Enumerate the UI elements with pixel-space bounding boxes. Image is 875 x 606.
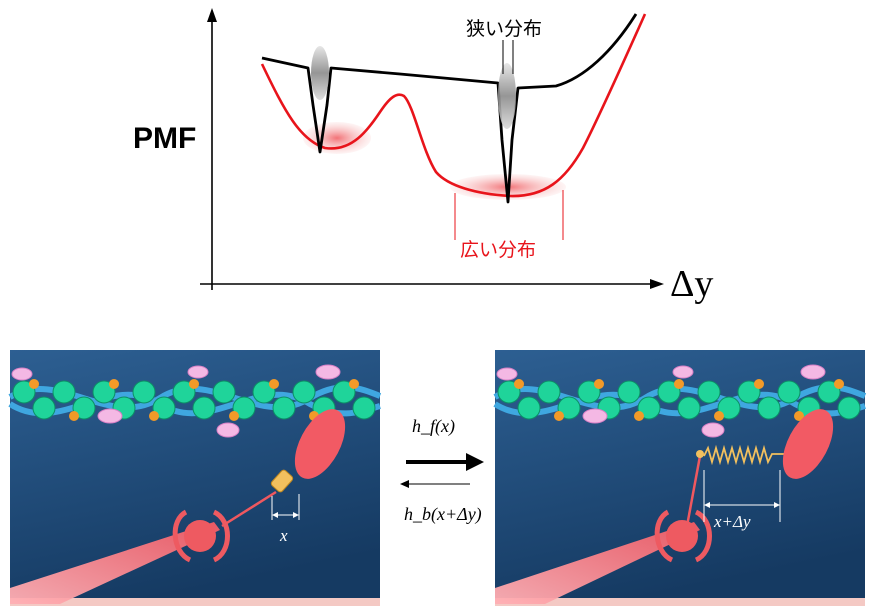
right-panel — [493, 350, 867, 606]
left-narrow-blob — [311, 46, 329, 100]
left-myosin — [10, 409, 346, 604]
right-narrow-blob — [498, 63, 516, 129]
spring — [703, 444, 784, 466]
left-x-label: x — [280, 526, 288, 545]
pmf-plot — [200, 8, 664, 290]
right-x-dy-label: x+Δy — [714, 512, 751, 531]
right-actin-filament — [493, 364, 867, 438]
wide-distribution-label: 広い分布 — [460, 239, 537, 261]
transition-arrows — [400, 453, 484, 488]
delta-y-axis-label: Δy — [670, 263, 714, 305]
narrow-pmf-curve — [261, 13, 638, 204]
forward-rate-label: h_f(x) — [412, 416, 455, 436]
narrow-distribution-label: 狭い分布 — [466, 18, 543, 40]
backward-rate-label: h_b(x+Δy) — [404, 504, 482, 524]
right-myosin — [495, 409, 834, 604]
pmf-axis-label: PMF — [133, 122, 197, 155]
left-panel — [8, 350, 382, 606]
y-axis-arrowhead — [207, 8, 217, 22]
wide-pmf-curve — [260, 13, 647, 198]
x-axis-arrowhead — [650, 279, 664, 289]
